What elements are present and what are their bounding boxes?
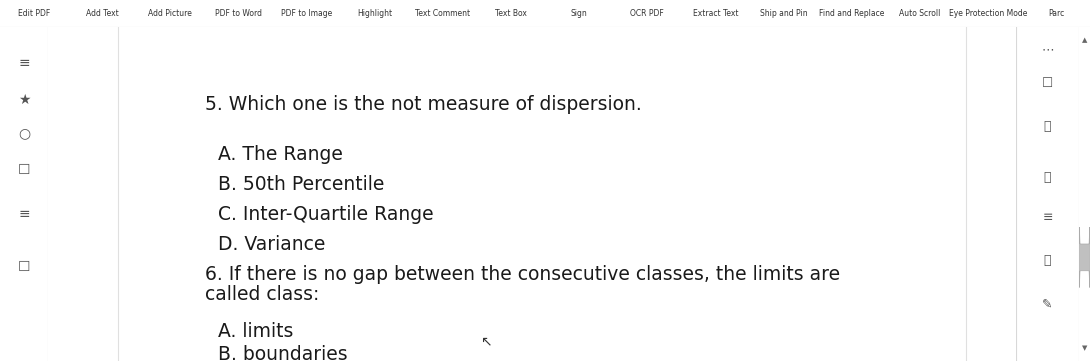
Text: Add Picture: Add Picture [148,9,192,18]
Text: A. limits: A. limits [218,322,293,341]
Text: PDF to Image: PDF to Image [281,9,332,18]
FancyBboxPatch shape [1079,227,1090,287]
Text: ↖: ↖ [480,335,492,349]
Text: Text Box: Text Box [495,9,526,18]
Text: 6. If there is no gap between the consecutive classes, the limits are: 6. If there is no gap between the consec… [205,265,840,284]
Text: Eye Protection Mode: Eye Protection Mode [948,9,1027,18]
Text: ⎘: ⎘ [1044,254,1051,267]
Text: ✎: ✎ [1042,298,1053,311]
Text: C. Inter-Quartile Range: C. Inter-Quartile Range [218,205,434,224]
Text: 5. Which one is the not measure of dispersion.: 5. Which one is the not measure of dispe… [205,95,642,114]
Text: D. Variance: D. Variance [218,235,326,254]
Text: ⋯: ⋯ [1041,44,1054,57]
Text: Edit PDF: Edit PDF [17,9,50,18]
Text: B. boundaries: B. boundaries [218,345,348,361]
Text: PDF to Word: PDF to Word [215,9,262,18]
Text: Text Comment: Text Comment [415,9,471,18]
Text: B. 50th Percentile: B. 50th Percentile [218,175,385,194]
Text: ⓖ: ⓖ [1044,121,1051,134]
Text: Auto Scroll: Auto Scroll [899,9,941,18]
Text: Parc: Parc [1047,9,1064,18]
Text: called class:: called class: [205,285,319,304]
Text: OCR PDF: OCR PDF [630,9,664,18]
Text: ☐: ☐ [17,164,31,178]
Text: ≡: ≡ [19,207,29,221]
Text: ▲: ▲ [1082,37,1087,43]
Text: ⌕: ⌕ [1044,171,1051,184]
Text: Sign: Sign [571,9,588,18]
Text: ≡: ≡ [19,56,29,70]
Text: Highlight: Highlight [358,9,392,18]
Text: Add Text: Add Text [86,9,119,18]
Text: ☐: ☐ [17,260,31,274]
Text: ★: ★ [17,93,31,107]
Text: ○: ○ [17,127,31,141]
Text: A. The Range: A. The Range [218,145,343,164]
Text: Extract Text: Extract Text [692,9,738,18]
Text: Find and Replace: Find and Replace [819,9,884,18]
Text: ▼: ▼ [1082,345,1087,351]
Text: ☐: ☐ [1042,77,1053,90]
Text: ≡: ≡ [1042,211,1053,224]
Text: Ship and Pin: Ship and Pin [760,9,808,18]
